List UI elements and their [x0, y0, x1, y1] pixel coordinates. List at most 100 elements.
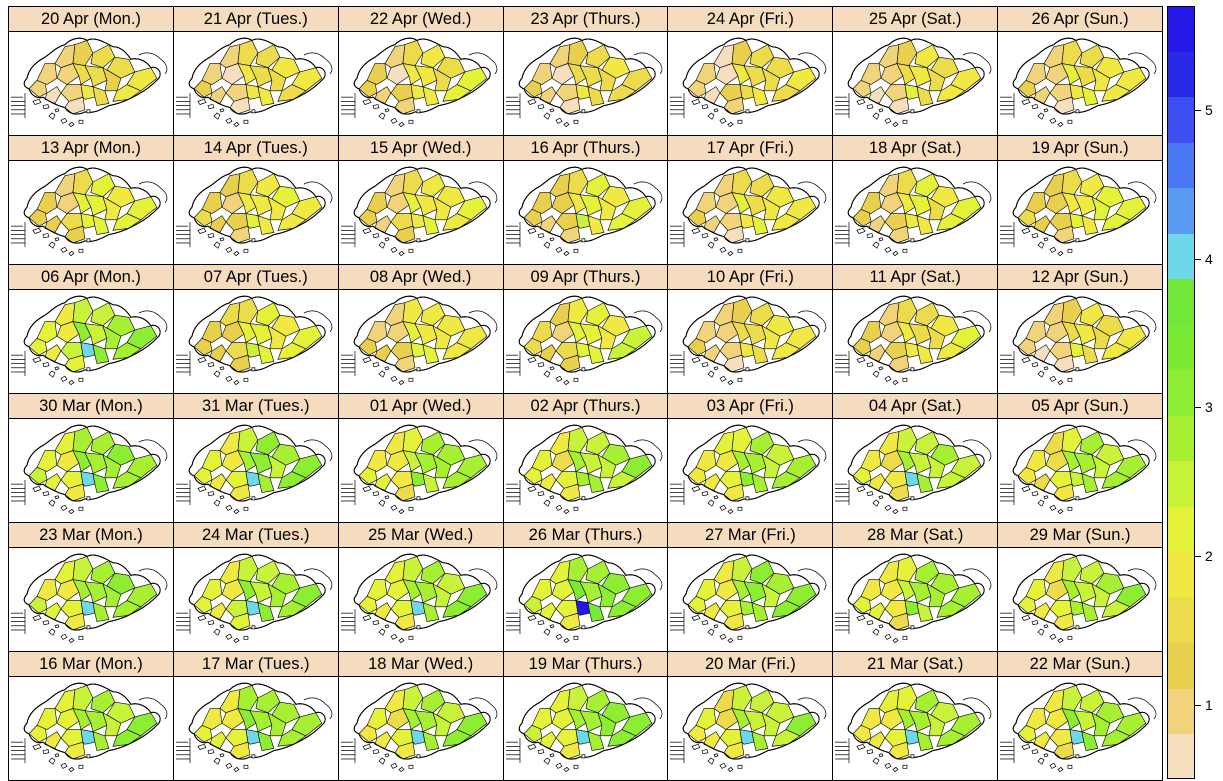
- offshore-island: [1067, 506, 1073, 511]
- offshore-island: [581, 367, 585, 372]
- offshore-island: [878, 753, 884, 758]
- map-region: [255, 689, 281, 714]
- coast-detail-line: [798, 568, 827, 591]
- map-region: [523, 208, 542, 227]
- map-panel: 01 Apr (Wed.): [338, 394, 504, 523]
- map-region: [695, 321, 717, 343]
- coast-detail-line: [963, 310, 992, 333]
- offshore-island: [32, 356, 42, 363]
- offshore-island: [416, 367, 420, 372]
- offshore-island: [872, 241, 880, 249]
- map-region: [531, 63, 552, 85]
- offshore-island: [225, 633, 233, 640]
- offshore-island: [902, 248, 908, 253]
- map-region: [366, 63, 387, 85]
- map-panel: 27 Mar (Fri.): [668, 523, 834, 652]
- map-region: [587, 344, 604, 364]
- offshore-island: [233, 379, 240, 386]
- map-region: [1069, 471, 1085, 487]
- offshore-island: [910, 109, 915, 114]
- offshore-island: [738, 248, 743, 253]
- map-region: [36, 579, 58, 601]
- offshore-island: [727, 766, 734, 773]
- panel-date-label: 29 Mar (Sun.): [998, 523, 1162, 548]
- map-region: [575, 729, 590, 745]
- map-region: [410, 213, 425, 229]
- map-region: [908, 452, 932, 475]
- offshore-island: [48, 757, 56, 765]
- offshore-island: [1075, 109, 1080, 114]
- offshore-island: [1075, 625, 1080, 630]
- offshore-island: [691, 227, 701, 234]
- map-region: [896, 556, 918, 582]
- map-region: [523, 337, 542, 356]
- offshore-island: [372, 749, 380, 755]
- panel-date-label: 17 Mar (Tues.): [173, 652, 338, 677]
- panel-date-label: 18 Apr (Sat.): [833, 136, 998, 161]
- offshore-island: [746, 367, 750, 372]
- map-region: [695, 450, 717, 472]
- offshore-island: [542, 628, 550, 636]
- choropleth-map: [505, 295, 662, 386]
- map-region: [596, 583, 616, 608]
- map-region: [257, 215, 275, 235]
- offshore-island: [892, 379, 899, 386]
- map-panel: 07 Apr (Tues.): [173, 265, 339, 394]
- map-region: [1061, 169, 1083, 195]
- map-region: [271, 701, 301, 724]
- map-region: [106, 56, 136, 79]
- map-region: [1061, 685, 1083, 711]
- map-region: [596, 712, 616, 737]
- map-region: [1079, 560, 1105, 585]
- map-region: [245, 729, 261, 745]
- map-region: [36, 450, 58, 472]
- island-outline: [188, 37, 326, 115]
- map-region: [28, 466, 48, 485]
- offshore-island: [68, 250, 75, 257]
- offshore-island: [746, 496, 750, 501]
- offshore-island: [719, 633, 727, 640]
- map-region: [739, 471, 755, 487]
- map-region: [112, 213, 142, 231]
- coast-detail-line: [138, 697, 168, 720]
- map-region: [578, 710, 602, 733]
- offshore-island: [1043, 495, 1049, 500]
- map-region: [1073, 65, 1097, 88]
- map-region: [436, 572, 466, 595]
- map-panel: 18 Apr (Sat.): [833, 136, 999, 265]
- offshore-island: [207, 491, 215, 497]
- offshore-island: [207, 104, 215, 110]
- map-panel: 03 Apr (Fri.): [668, 394, 834, 523]
- map-region: [1115, 67, 1147, 92]
- map-region: [442, 600, 472, 618]
- map-region: [414, 323, 437, 346]
- map-region: [1091, 67, 1111, 92]
- offshore-island: [398, 766, 405, 773]
- offshore-island: [1021, 356, 1031, 363]
- island-outline: [353, 295, 491, 373]
- map-region: [687, 466, 707, 485]
- offshore-island: [251, 625, 256, 630]
- color-key-frame: [1167, 6, 1195, 779]
- offshore-island: [213, 628, 221, 636]
- map-panel: 31 Mar (Tues.): [173, 394, 339, 523]
- map-panel: 20 Apr (Mon.): [9, 7, 174, 136]
- offshore-island: [251, 367, 256, 372]
- map-region: [1061, 427, 1083, 453]
- map-region: [904, 84, 920, 100]
- map-region: [271, 572, 301, 595]
- panel-date-label: 19 Mar (Thurs.): [503, 652, 668, 677]
- map-region: [596, 454, 616, 479]
- map-region: [267, 583, 287, 608]
- map-region: [106, 572, 136, 595]
- offshore-island: [1075, 367, 1080, 372]
- offshore-island: [856, 356, 866, 363]
- island-outline: [848, 424, 985, 502]
- offshore-island: [856, 98, 866, 105]
- map-panel: 22 Apr (Wed.): [338, 7, 504, 136]
- offshore-island: [701, 491, 709, 497]
- map-region: [257, 344, 275, 364]
- map-region: [1115, 712, 1147, 737]
- map-region: [1017, 337, 1037, 356]
- map-region: [785, 454, 817, 479]
